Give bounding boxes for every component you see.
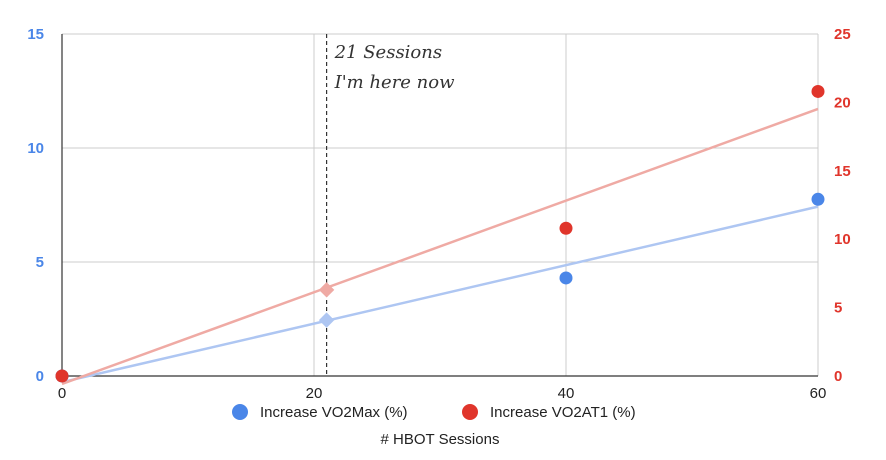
x-tick-label: 40 (558, 385, 575, 402)
data-point (559, 271, 573, 285)
data-point (811, 192, 825, 206)
data-point (55, 369, 69, 383)
projected-point (318, 282, 335, 298)
x-tick-label: 20 (306, 385, 323, 402)
y-left-tick-label: 5 (36, 254, 44, 271)
legend-marker (462, 404, 478, 420)
y-left-tick-label: 0 (36, 368, 44, 385)
legend-label: Increase VO2AT1 (%) (490, 404, 636, 421)
projected-point (318, 312, 335, 328)
annotation-text: I'm here now (334, 72, 456, 93)
data-point (811, 84, 825, 98)
y-right-tick-label: 15 (834, 163, 851, 180)
y-left-tick-label: 10 (27, 140, 44, 157)
trendline (61, 205, 819, 384)
trendline (61, 107, 819, 386)
y-left-tick-label: 15 (27, 26, 44, 43)
y-right-tick-label: 10 (834, 231, 851, 248)
y-right-tick-label: 5 (834, 300, 842, 317)
annotation-text: 21 Sessions (334, 42, 443, 63)
y-right-tick-label: 0 (834, 368, 842, 385)
x-tick-label: 60 (810, 385, 827, 402)
x-tick-label: 0 (58, 385, 66, 402)
legend-marker (232, 404, 248, 420)
x-axis-label: # HBOT Sessions (381, 431, 500, 448)
data-point (559, 221, 573, 235)
legend-label: Increase VO2Max (%) (260, 404, 408, 421)
y-right-tick-label: 20 (834, 94, 851, 111)
y-right-tick-label: 25 (834, 26, 851, 43)
